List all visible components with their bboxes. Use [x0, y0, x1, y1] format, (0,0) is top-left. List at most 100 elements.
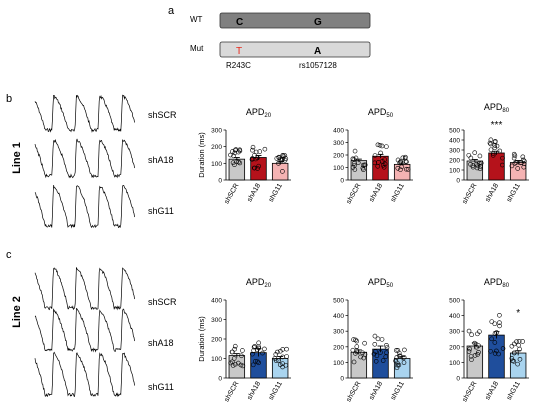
y-tick-label: 0 — [456, 178, 460, 185]
data-point — [382, 161, 388, 167]
data-point — [487, 140, 493, 146]
data-point — [467, 346, 472, 352]
data-point — [475, 163, 480, 168]
data-point — [405, 167, 411, 172]
data-point — [237, 148, 243, 154]
data-point — [375, 163, 381, 169]
trace-line1-shg11 — [34, 185, 135, 229]
y-tick-label: 200 — [333, 153, 344, 160]
panel-label-c: c — [6, 249, 12, 261]
data-point — [492, 351, 498, 356]
data-point — [249, 157, 255, 162]
data-point — [228, 360, 233, 366]
y-tick-label: 300 — [333, 140, 344, 147]
x-tick-label-shg11: shG11 — [390, 380, 406, 401]
gene-schematic: WT C G Mut T A R243C rs1057128 — [190, 12, 371, 70]
data-point — [280, 361, 285, 366]
wt-letter-g: G — [314, 17, 322, 28]
data-point — [353, 351, 358, 356]
data-point — [469, 357, 474, 362]
data-point — [500, 155, 505, 161]
y-axis-label: Duration (ms) — [197, 132, 206, 178]
data-point — [492, 321, 498, 327]
data-point — [522, 158, 527, 164]
y-tick-label: 500 — [449, 298, 460, 305]
data-point — [260, 350, 265, 356]
data-point — [404, 159, 409, 165]
data-point — [262, 146, 268, 152]
data-point — [511, 350, 517, 356]
data-point — [472, 150, 478, 155]
significance-marker: *** — [491, 120, 503, 131]
mut-label: Mut — [190, 44, 204, 53]
trace-line2-sha18 — [34, 307, 135, 353]
data-point — [250, 362, 256, 368]
data-point — [488, 147, 494, 153]
y-tick-label: 100 — [333, 360, 344, 367]
data-point — [278, 348, 283, 354]
data-point — [477, 153, 483, 159]
y-tick-label: 200 — [449, 158, 460, 165]
action-potential-traces — [34, 94, 135, 398]
wt-label: WT — [190, 15, 203, 24]
data-point — [278, 157, 283, 162]
data-point — [403, 166, 409, 172]
data-point — [509, 163, 515, 169]
y-tick-label: 400 — [333, 128, 344, 135]
data-point — [256, 163, 261, 169]
data-point — [478, 164, 483, 169]
data-point — [394, 355, 400, 360]
y-axis-label: Duration (ms) — [197, 316, 206, 362]
data-point — [496, 351, 501, 357]
data-point — [353, 337, 358, 343]
x-tick-label-shscr: shSCR — [223, 381, 240, 404]
data-point — [489, 319, 495, 324]
chart-6: APD80 0 100 200 300 400 500 shSCR shA18 * shG11 — [449, 277, 529, 403]
chart-1: APD20 0 100 200 300 Duration (ms) shSCR shA18 sh… — [197, 107, 291, 205]
data-point — [520, 157, 526, 163]
data-point — [490, 153, 496, 158]
data-point — [517, 356, 523, 362]
y-tick-label: 500 — [333, 298, 344, 305]
trace-line1-sha18 — [34, 138, 135, 179]
data-point — [232, 150, 238, 156]
data-point — [520, 339, 525, 344]
x-tick-label-sha18: shA18 — [368, 380, 384, 401]
data-point — [232, 162, 237, 167]
data-point — [379, 143, 385, 149]
data-point — [514, 339, 519, 344]
data-point — [382, 157, 387, 162]
data-point — [475, 352, 480, 357]
y-tick-label: 400 — [211, 298, 222, 305]
data-point — [372, 341, 378, 347]
data-point — [280, 156, 285, 162]
data-point — [231, 356, 237, 361]
data-point — [250, 147, 255, 153]
panel-label-b: b — [6, 93, 12, 105]
data-point — [362, 352, 368, 357]
data-point — [373, 358, 379, 364]
data-point — [488, 137, 494, 143]
x-tick-label-shg11: shG11 — [268, 182, 284, 203]
data-point — [511, 155, 517, 161]
data-point — [251, 348, 256, 353]
trace-labels: shSCR shA18 shG11 shSCR shA18 shG11 — [148, 110, 177, 392]
data-point — [384, 342, 389, 348]
data-point — [273, 358, 279, 363]
data-point — [403, 158, 409, 164]
data-point — [372, 153, 378, 158]
data-point — [362, 162, 368, 168]
data-point — [395, 157, 401, 163]
trace-label-line2-sha18: shA18 — [148, 338, 174, 348]
data-point — [371, 351, 377, 357]
data-point — [384, 144, 389, 149]
data-point — [492, 138, 498, 144]
data-point — [251, 344, 257, 350]
y-tick-label: 300 — [211, 128, 222, 135]
y-tick-label: 200 — [333, 344, 344, 351]
data-point — [466, 328, 472, 334]
data-point — [360, 350, 365, 356]
data-point — [379, 158, 385, 164]
data-point — [395, 362, 400, 368]
data-point — [468, 162, 473, 167]
